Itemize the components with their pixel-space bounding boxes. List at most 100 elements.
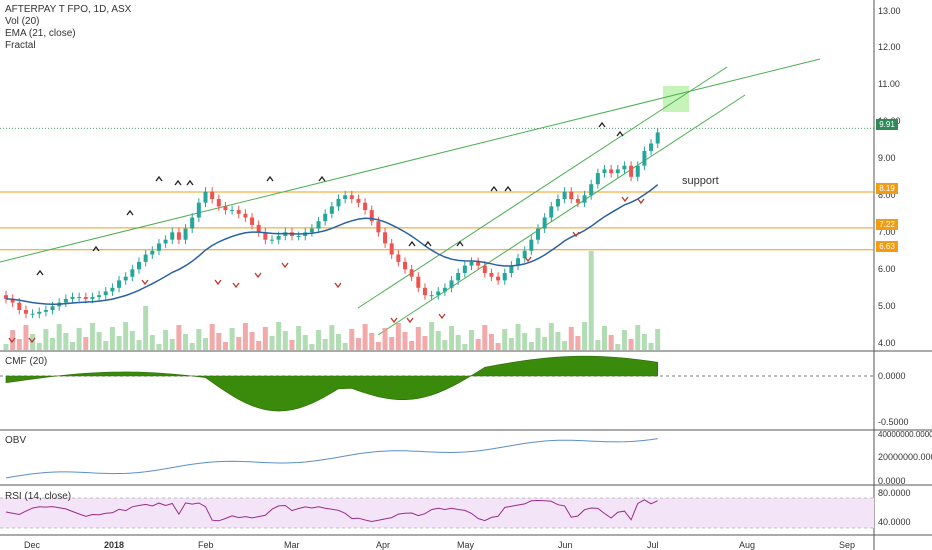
volume-bar xyxy=(36,343,42,350)
candle-body xyxy=(629,165,634,177)
candle-body xyxy=(90,297,95,299)
volume-bar xyxy=(602,326,607,350)
volume-bar xyxy=(389,337,395,350)
time-tick: Mar xyxy=(284,540,300,550)
candle-body xyxy=(356,199,361,203)
volume-bar xyxy=(136,340,142,350)
candle-body xyxy=(376,221,381,233)
volume-bar xyxy=(542,337,548,350)
volume-bar xyxy=(482,325,488,350)
candle-body xyxy=(595,173,600,185)
volume-bar xyxy=(429,322,435,350)
volume-bar xyxy=(169,339,175,350)
legend-item-volume: Vol (20) xyxy=(5,16,40,27)
volume-bar xyxy=(422,336,428,350)
fractal-up-marker xyxy=(174,179,182,186)
time-tick: Aug xyxy=(739,540,756,550)
volume-bar xyxy=(562,341,568,350)
volume-bar xyxy=(362,324,368,350)
candle-body xyxy=(103,291,108,296)
volume-bar xyxy=(103,341,109,350)
volume-bar xyxy=(608,335,614,350)
volume-bar xyxy=(502,329,508,350)
candle-body xyxy=(469,261,474,266)
fractal-down-marker xyxy=(254,272,262,279)
volume-bar xyxy=(316,330,322,350)
volume-bar xyxy=(508,338,514,350)
candle-body xyxy=(23,310,28,314)
candle-body xyxy=(176,232,181,240)
fractal-down-marker xyxy=(621,196,629,203)
level-tag: 7.22 xyxy=(876,219,898,230)
candle-body xyxy=(97,295,102,298)
candle-body xyxy=(250,217,255,225)
volume-bar xyxy=(528,342,534,350)
candle-body xyxy=(622,165,627,170)
fractal-down-marker xyxy=(281,262,289,269)
fractal-down-marker xyxy=(524,256,532,263)
volume-bar xyxy=(222,342,228,350)
volume-bar xyxy=(449,326,455,350)
candle-body xyxy=(416,276,421,288)
candle-body xyxy=(436,291,441,296)
volume-bar xyxy=(455,335,461,350)
volume-bar xyxy=(515,324,521,350)
volume-bar xyxy=(409,341,415,350)
candle-body xyxy=(117,280,122,288)
candle-body xyxy=(509,265,514,273)
candle-body xyxy=(582,195,587,203)
candle-body xyxy=(223,206,228,211)
volume-bar xyxy=(548,323,554,350)
candle-body xyxy=(329,206,334,214)
volume-bar xyxy=(555,332,561,350)
volume-bar xyxy=(23,325,29,350)
legend: AFTERPAY T FPO, 1D, ASX Vol (20) EMA (21… xyxy=(5,4,131,52)
volume-bar xyxy=(156,344,162,350)
obv-tick: 20000000.0000 xyxy=(878,452,932,462)
cmf-area xyxy=(5,355,658,412)
candle-body xyxy=(476,261,481,266)
volume-bar xyxy=(123,322,129,350)
last-price-tag: 9.91 xyxy=(876,119,898,130)
channel-line-top xyxy=(357,66,728,309)
candle-body xyxy=(70,297,75,299)
volume-bar xyxy=(575,336,581,350)
candle-body xyxy=(369,210,374,222)
volume-bar xyxy=(176,325,182,350)
price-tick: 5.00 xyxy=(878,301,896,311)
volume-bar xyxy=(382,328,388,350)
volume-bar xyxy=(89,323,95,350)
fractal-down-marker xyxy=(390,317,398,324)
obv-label: OBV xyxy=(5,435,27,446)
candle-body xyxy=(396,254,401,262)
fractal-up-marker xyxy=(504,185,512,192)
volume-bar xyxy=(342,343,348,350)
volume-bar xyxy=(488,334,494,350)
fractal-up-marker xyxy=(36,269,44,276)
candle-body xyxy=(655,132,660,144)
fractal-down-marker xyxy=(214,279,222,286)
candle-body xyxy=(130,269,135,277)
volume-bar xyxy=(282,331,288,350)
fractal-down-marker xyxy=(232,282,240,289)
candle-body xyxy=(449,280,454,288)
support-annotation[interactable]: support xyxy=(682,175,719,187)
volume-bar xyxy=(276,322,282,350)
candle-body xyxy=(389,243,394,255)
candle-body xyxy=(263,232,268,240)
price-tick: 6.00 xyxy=(878,264,896,274)
fractal-down-marker xyxy=(28,337,36,344)
volume-bar xyxy=(442,340,448,350)
candle-body xyxy=(363,202,368,211)
legend-item-fractal: Fractal xyxy=(5,40,36,51)
fractal-up-marker xyxy=(408,240,416,247)
symbol-title: AFTERPAY T FPO, 1D, ASX xyxy=(5,4,132,15)
fractal-down-marker xyxy=(572,231,580,238)
fractal-down-marker xyxy=(438,313,446,320)
candle-body xyxy=(323,213,328,222)
fractal-up-marker xyxy=(92,245,100,252)
level-tag: 8.19 xyxy=(876,183,898,194)
volume-bar xyxy=(296,326,302,350)
fractal-down-marker xyxy=(637,198,645,205)
